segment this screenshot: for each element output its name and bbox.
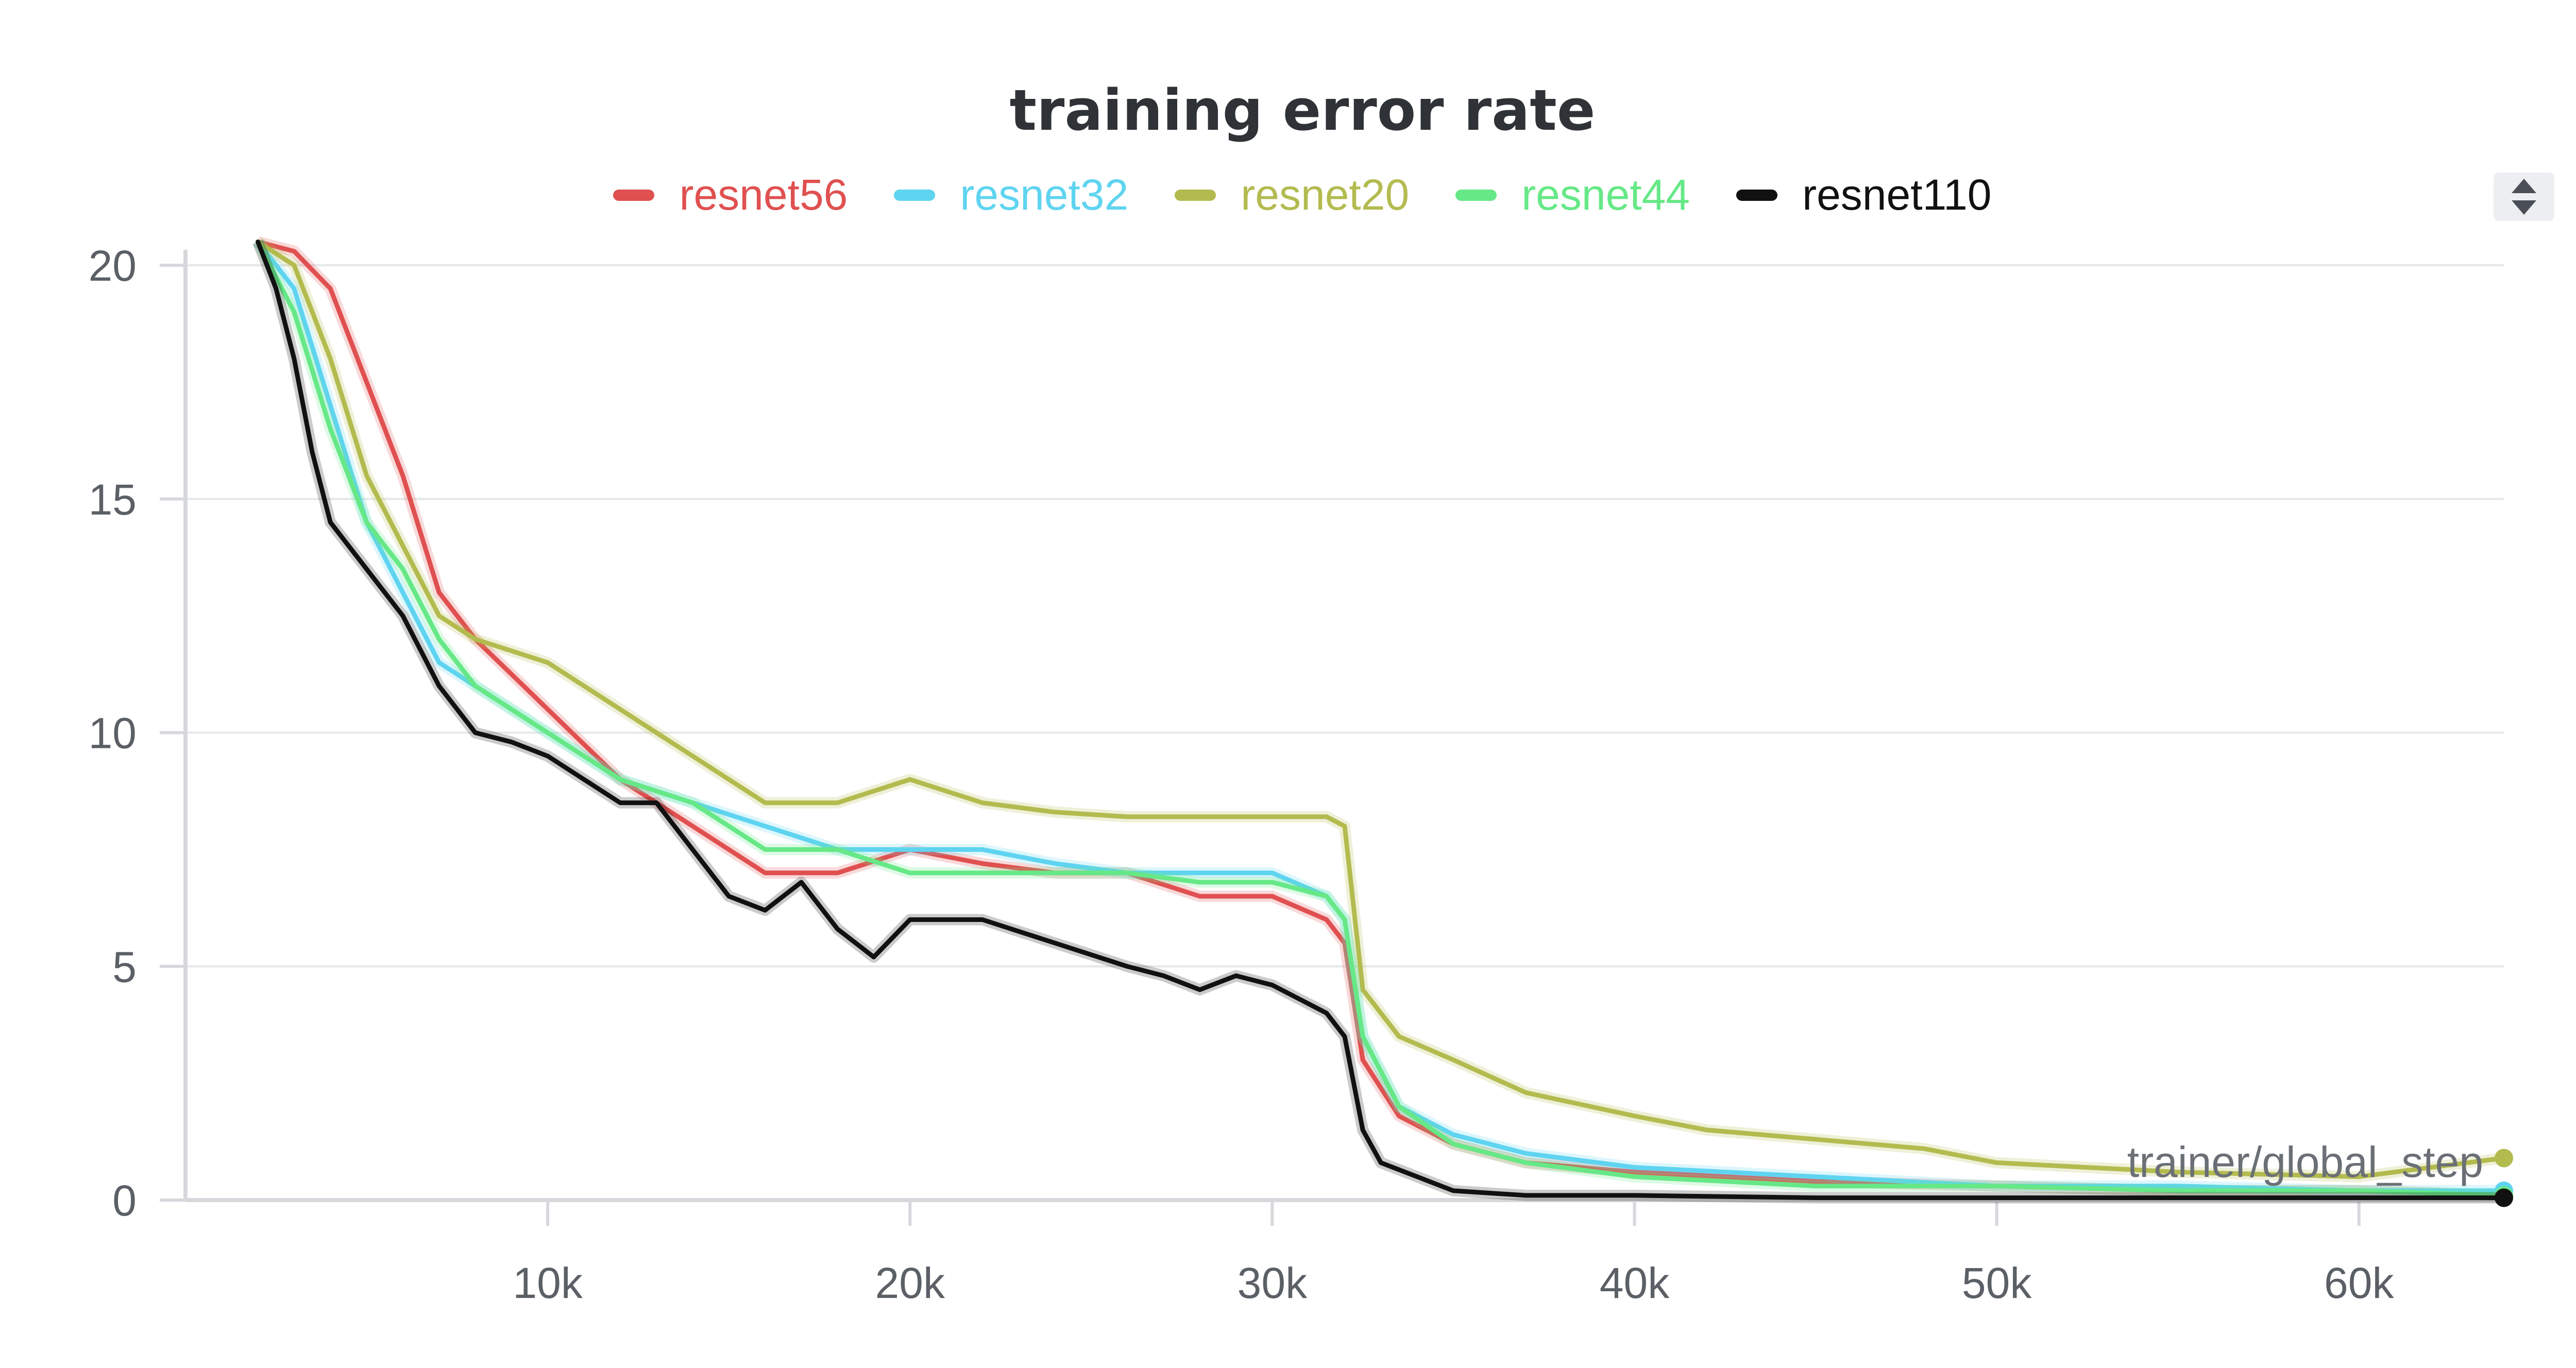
legend-item-resnet44[interactable]: resnet44 — [1455, 170, 1690, 220]
legend-swatch — [1455, 189, 1497, 201]
x-tick-label: 50k — [1962, 1259, 2032, 1307]
series-line-resnet56-raw — [256, 236, 2504, 1201]
series-line-resnet20[interactable] — [256, 240, 2506, 1179]
chart-title: training error rate — [1009, 77, 1596, 143]
legend: resnet56 resnet32 resnet20 resnet44 resn… — [0, 170, 2576, 220]
series-line-resnet32-raw — [253, 238, 2504, 1196]
legend-sort-button[interactable] — [2494, 173, 2554, 221]
y-tick-label: 0 — [112, 1176, 137, 1225]
legend-label: resnet32 — [960, 170, 1129, 219]
x-axis-ticks: 10k 20k 30k 40k 50k 60k — [513, 1200, 2394, 1307]
series-line-resnet44-raw — [252, 239, 2504, 1201]
series-line-resnet32[interactable] — [256, 240, 2506, 1193]
legend-item-resnet20[interactable]: resnet20 — [1175, 170, 1409, 220]
series-line-resnet44[interactable] — [256, 240, 2506, 1198]
legend-item-resnet32[interactable]: resnet32 — [894, 170, 1128, 220]
legend-label: resnet44 — [1521, 170, 1690, 219]
legend-label: resnet20 — [1241, 170, 1410, 219]
series-line-resnet110[interactable] — [256, 240, 2506, 1200]
x-tick-label: 60k — [2324, 1259, 2394, 1307]
legend-label: resnet56 — [679, 170, 848, 219]
y-tick-label: 10 — [89, 709, 137, 758]
y-tick-label: 15 — [89, 475, 137, 524]
legend-swatch — [613, 189, 655, 201]
series-line-resnet56[interactable] — [256, 240, 2506, 1198]
x-axis-title: trainer/global_step — [2127, 1138, 2483, 1186]
y-tick-label: 5 — [112, 943, 137, 991]
series-end-point-resnet20 — [2495, 1149, 2513, 1168]
legend-item-resnet56[interactable]: resnet56 — [613, 170, 848, 220]
legend-swatch — [1175, 189, 1216, 201]
legend-swatch — [1736, 189, 1778, 201]
x-tick-label: 20k — [875, 1259, 945, 1307]
y-tick-label: 20 — [89, 242, 137, 290]
series-end-point-resnet110 — [2495, 1188, 2513, 1207]
x-tick-label: 30k — [1238, 1259, 1308, 1307]
x-tick-label: 10k — [513, 1259, 583, 1307]
legend-label: resnet110 — [1802, 170, 1992, 219]
legend-item-resnet110[interactable]: resnet110 — [1736, 170, 1992, 220]
legend-swatch — [894, 189, 936, 201]
sort-arrows-icon — [2512, 179, 2536, 215]
series-lines — [252, 236, 2513, 1207]
series-line-resnet110-raw — [252, 240, 2504, 1204]
x-tick-label: 40k — [1600, 1259, 1670, 1307]
y-axis-ticks: 0 5 10 15 20 — [89, 242, 185, 1225]
series-line-resnet20-raw — [255, 237, 2505, 1183]
